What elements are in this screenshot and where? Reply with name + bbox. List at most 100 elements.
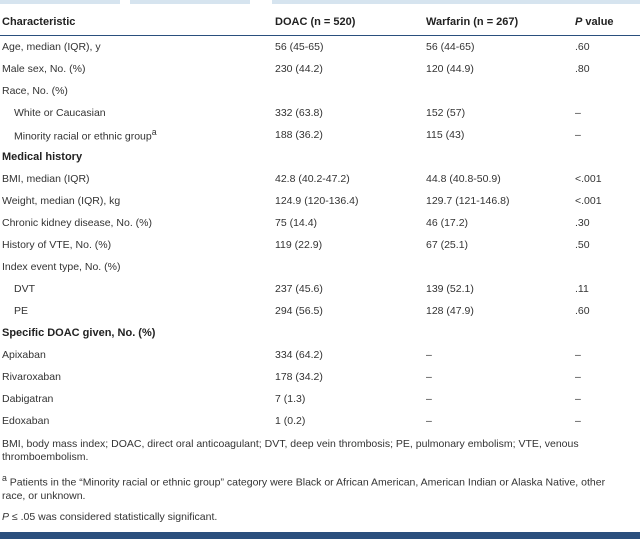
cell-p (575, 80, 640, 102)
row-label: White or Caucasian (0, 102, 275, 124)
table-row: Weight, median (IQR), kg 124.9 (120-136.4… (0, 190, 640, 212)
cell-p: <.001 (575, 195, 602, 207)
table-row: Race, No. (%) (0, 80, 640, 102)
table-row: Dabigatran 7 (1.3) – – (0, 388, 640, 410)
row-label: Chronic kidney disease, No. (%) (0, 212, 275, 234)
cell-doac: 188 (36.2) (275, 129, 323, 141)
row-label: Age, median (IQR), y (0, 36, 275, 59)
cell-warfarin: – (426, 415, 432, 427)
cell-p: .50 (575, 239, 590, 251)
cell-doac: 56 (45-65) (275, 41, 324, 53)
cell-doac (275, 256, 426, 278)
row-label-text: Apixaban (2, 349, 46, 361)
cell-doac: 75 (14.4) (275, 217, 318, 229)
cell-p: .80 (575, 63, 590, 75)
cell-doac: 332 (63.8) (275, 107, 323, 119)
cell-warfarin: 120 (44.9) (426, 63, 474, 75)
top-rule-segment (0, 0, 120, 4)
row-label-text: Male sex, No. (%) (2, 63, 86, 75)
row-label: History of VTE, No. (%) (0, 234, 275, 256)
cell-doac: 119 (22.9) (275, 239, 323, 251)
cell-warfarin (426, 256, 575, 278)
cell-warfarin: 44.8 (40.8-50.9) (426, 173, 501, 185)
row-label-text: Age, median (IQR), y (2, 41, 101, 53)
cell-doac: 178 (34.2) (275, 371, 323, 383)
cell-warfarin: 139 (52.1) (426, 283, 474, 295)
cell-p: – (575, 107, 581, 119)
cell-warfarin: 67 (25.1) (426, 239, 469, 251)
table-row: Minority racial or ethnic groupa 188 (36.… (0, 124, 640, 146)
cell-warfarin: 152 (57) (426, 107, 466, 119)
table-row: PE 294 (56.5) 128 (47.9) .60 (0, 300, 640, 322)
row-label-text: PE (14, 305, 29, 317)
footnote-a-mark: a (2, 473, 7, 483)
row-label: Minority racial or ethnic groupa (0, 124, 275, 146)
table-body: Age, median (IQR), y 56 (45-65) 56 (44-65)… (0, 36, 640, 432)
cell-warfarin: 128 (47.9) (426, 305, 474, 317)
row-label-text: Index event type, No. (%) (2, 261, 121, 273)
cell-doac: 42.8 (40.2-47.2) (275, 173, 350, 185)
row-label: Male sex, No. (%) (0, 58, 275, 80)
cell-doac: 230 (44.2) (275, 63, 323, 75)
row-label-text: DVT (14, 283, 35, 295)
cell-p: .60 (575, 41, 590, 53)
cell-doac: 294 (56.5) (275, 305, 323, 317)
characteristics-table: Characteristic DOAC (n = 520) Warfarin (… (0, 9, 640, 432)
cell-doac: 237 (45.6) (275, 283, 323, 295)
row-label: BMI, median (IQR) (0, 168, 275, 190)
header-p-letter: P (575, 16, 583, 28)
row-label-text: History of VTE, No. (%) (2, 239, 112, 251)
footnote-a-text: Patients in the “Minority racial or ethn… (2, 476, 606, 502)
cell-p: – (575, 349, 581, 361)
cell-warfarin: – (426, 349, 432, 361)
cell-warfarin: 129.7 (121-146.8) (426, 195, 510, 207)
top-rule-segment (130, 0, 250, 4)
table-row: Apixaban 334 (64.2) – – (0, 344, 640, 366)
row-label: Index event type, No. (%) (0, 256, 275, 278)
row-label: DVT (0, 278, 275, 300)
cell-warfarin: – (426, 371, 432, 383)
cell-doac: 7 (1.3) (275, 393, 306, 405)
table-row: Index event type, No. (%) (0, 256, 640, 278)
header-p-rest: value (582, 16, 614, 28)
cell-doac: 1 (0.2) (275, 415, 306, 427)
cell-p: – (575, 393, 581, 405)
row-label: Weight, median (IQR), kg (0, 190, 275, 212)
section-row: Medical history (0, 146, 640, 168)
footnote-significance: P ≤ .05 was considered statistically sig… (2, 511, 622, 524)
table-row: History of VTE, No. (%) 119 (22.9) 67 (25.… (0, 234, 640, 256)
table-row: Rivaroxaban 178 (34.2) – – (0, 366, 640, 388)
row-label-text: Rivaroxaban (2, 371, 61, 383)
header-characteristic: Characteristic (2, 16, 76, 28)
footnote-a: a Patients in the “Minority racial or et… (2, 472, 622, 503)
header-warfarin: Warfarin (n = 267) (426, 16, 519, 28)
cell-p: .11 (575, 283, 589, 295)
cell-p: – (575, 410, 640, 432)
section-row: Specific DOAC given, No. (%) (0, 322, 640, 344)
row-label: Edoxaban (0, 410, 275, 432)
header-p-value: P value (575, 9, 640, 36)
footnote-sig-p: P (2, 510, 10, 523)
row-label-text: BMI, median (IQR) (2, 173, 90, 185)
row-label-text: Minority racial or ethnic group (14, 130, 152, 143)
cell-warfarin: 46 (17.2) (426, 217, 469, 229)
cell-p: .60 (575, 305, 590, 317)
row-label-text: Dabigatran (2, 393, 54, 405)
footnote-abbreviations: BMI, body mass index; DOAC, direct oral … (2, 438, 579, 463)
cell-doac: 124.9 (120-136.4) (275, 195, 359, 207)
top-rule (0, 0, 640, 5)
cell-warfarin: 115 (43) (426, 129, 465, 141)
cell-doac (275, 80, 426, 102)
cell-p: – (575, 371, 581, 383)
header-doac: DOAC (n = 520) (275, 16, 356, 28)
footnote-sig-text: ≤ .05 was considered statistically signi… (9, 510, 218, 523)
footnote-marker: a (151, 127, 157, 138)
cell-p: .30 (575, 217, 590, 229)
row-label: PE (0, 300, 275, 322)
footnotes: BMI, body mass index; DOAC, direct oral … (2, 438, 622, 532)
row-label: Dabigatran (0, 388, 275, 410)
cell-p: – (575, 129, 581, 141)
cell-doac: 334 (64.2) (275, 349, 323, 361)
table-row: Chronic kidney disease, No. (%) 75 (14.4)… (0, 212, 640, 234)
table-row: Age, median (IQR), y 56 (45-65) 56 (44-65)… (0, 36, 640, 59)
